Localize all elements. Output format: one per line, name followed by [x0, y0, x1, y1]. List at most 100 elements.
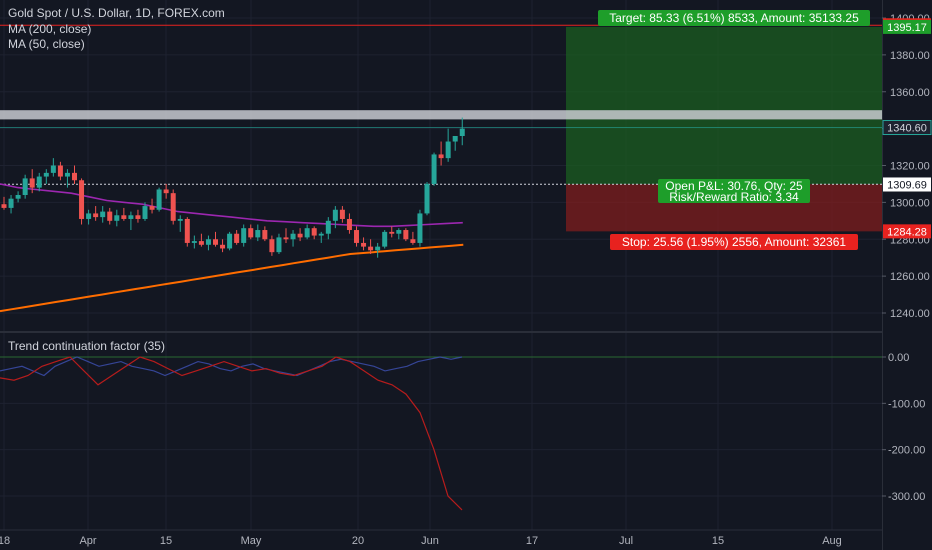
candle-body [72, 172, 77, 181]
indicator-y-tick-label: -100.00 [888, 398, 925, 410]
ma50-legend: MA (50, close) [8, 37, 85, 51]
candle-body [297, 233, 303, 238]
x-tick-label: 17 [526, 535, 538, 547]
candle-body [79, 180, 85, 219]
y-tick-label: 1300.00 [890, 197, 930, 209]
candle-body [375, 246, 381, 251]
candle-body [248, 228, 254, 238]
x-tick-label: May [241, 535, 262, 547]
candle-body [276, 237, 282, 253]
candle-body [191, 241, 197, 243]
candle-body [445, 141, 451, 159]
ma200-legend: MA (200, close) [8, 22, 92, 36]
candle-body [332, 209, 338, 221]
candle-body [43, 172, 49, 177]
x-tick-label: Jun [421, 535, 439, 547]
price-tag-label: 1395.17 [887, 22, 927, 34]
open-pnl-box [658, 179, 810, 203]
candle-body [382, 231, 388, 247]
candle-body [1, 204, 7, 208]
resistance-band [0, 110, 882, 120]
candle-body [107, 211, 113, 221]
x-tick-label: Jul [619, 535, 633, 547]
candle-body [100, 211, 106, 218]
indicator-y-tick-label: 0.00 [888, 352, 909, 364]
price-tag [883, 19, 931, 34]
ma200-line [0, 243, 464, 313]
candle-body [8, 198, 14, 208]
candle-body [213, 239, 218, 245]
candle-body [227, 233, 233, 249]
y-tick-label: 1240.00 [890, 308, 930, 320]
y-tick-label: 1380.00 [890, 50, 930, 62]
y-tick-label: 1260.00 [890, 271, 930, 283]
candle-body [311, 228, 317, 236]
candle-body [135, 215, 141, 219]
open-pnl-label: Open P&L: 30.76, Qty: 25 [665, 179, 803, 193]
stop-label-box [610, 234, 858, 250]
ma50-line [0, 183, 463, 228]
candle-body [93, 213, 99, 218]
price-tag [883, 224, 931, 239]
candle-body [396, 230, 402, 234]
price-tag-label: 1309.69 [887, 180, 927, 192]
candle-body [269, 239, 275, 253]
risk-reward-label: Risk/Reward Ratio: 3.34 [669, 190, 799, 204]
candle-body [361, 242, 367, 247]
candle-body [346, 218, 352, 231]
candle-body [241, 228, 247, 243]
candle-body [389, 231, 395, 234]
candle-body [29, 178, 35, 188]
candle-body [354, 230, 359, 243]
candle-body [170, 193, 176, 221]
candle-body [234, 233, 240, 243]
candle-body [128, 215, 134, 219]
candle-body [50, 165, 56, 173]
candle-body [318, 233, 324, 236]
target-label: Target: 85.33 (6.51%) 8533, Amount: 3513… [609, 11, 859, 25]
stop-label: Stop: 25.56 (1.95%) 2556, Amount: 32361 [622, 235, 846, 249]
candle-body [410, 239, 416, 243]
candle-body [198, 241, 204, 245]
x-tick-label: Aug [822, 535, 842, 547]
candle-body [325, 220, 331, 234]
candle-body [290, 233, 296, 240]
chart-title: Gold Spot / U.S. Dollar, 1D, FOREX.com [8, 6, 225, 20]
candle-body [431, 154, 437, 184]
candle-body [452, 136, 458, 142]
candle-body [149, 206, 155, 210]
x-tick-label: 18 [0, 535, 10, 547]
candle-body [459, 128, 465, 136]
candle-body [262, 230, 268, 240]
target-label-box [598, 10, 870, 26]
candle-body [163, 189, 169, 194]
x-tick-label: 15 [712, 535, 724, 547]
x-tick-label: 15 [160, 535, 172, 547]
candle-body [417, 213, 423, 243]
target-zone [566, 26, 882, 185]
candle-body [15, 195, 21, 199]
price-tag [882, 120, 932, 136]
candle-body [86, 213, 92, 219]
candle-body [255, 230, 261, 238]
candle-body [22, 178, 28, 195]
tcf-minus-line [0, 356, 463, 511]
candle-body [57, 165, 63, 177]
candle-body [368, 246, 374, 251]
candle-body [64, 172, 70, 177]
indicator-y-tick-label: -300.00 [888, 491, 925, 503]
price-tag-label: 1340.60 [887, 123, 927, 135]
candle-body [339, 209, 345, 219]
candle-body [438, 154, 444, 159]
x-tick-label: Apr [79, 535, 96, 547]
candle-body [184, 218, 190, 243]
tcf-plus-line [0, 356, 463, 377]
candle-body [114, 215, 120, 221]
candle-body [403, 230, 409, 240]
candle-body [156, 189, 162, 210]
indicator-y-tick-label: -200.00 [888, 445, 925, 457]
candle-body [220, 244, 226, 249]
indicator-legend: Trend continuation factor (35) [8, 339, 165, 353]
price-tag [883, 177, 931, 192]
